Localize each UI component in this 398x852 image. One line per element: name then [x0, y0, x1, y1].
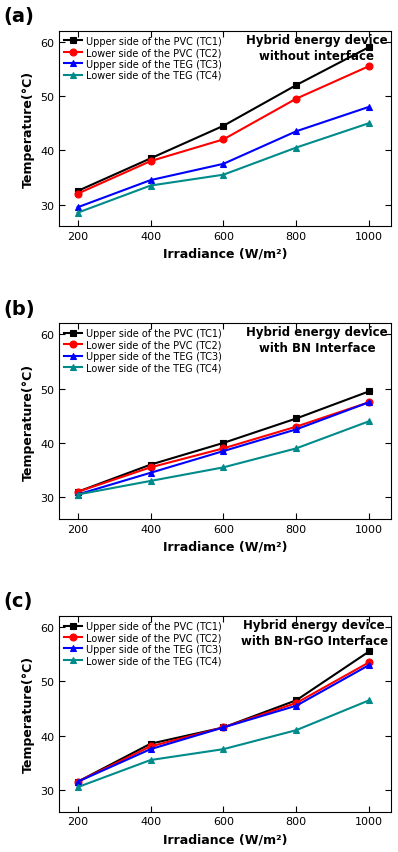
Upper side of the TEG (TC3): [221, 722, 226, 733]
Line: Lower side of the TEG (TC4): Lower side of the TEG (TC4): [74, 120, 373, 217]
X-axis label: Irradiance (W/m²): Irradiance (W/m²): [163, 832, 287, 845]
Upper side of the TEG (TC3): [367, 398, 372, 408]
Lower side of the PVC (TC2): [221, 722, 226, 733]
Lower side of the PVC (TC2): [75, 189, 80, 199]
Text: Hybrid energy device
with BN Interface: Hybrid energy device with BN Interface: [246, 326, 388, 355]
Upper side of the TEG (TC3): [294, 127, 298, 137]
Upper side of the TEG (TC3): [221, 159, 226, 170]
Legend: Upper side of the PVC (TC1), Lower side of the PVC (TC2), Upper side of the TEG : Upper side of the PVC (TC1), Lower side …: [62, 35, 223, 83]
Lower side of the PVC (TC2): [294, 95, 298, 105]
Upper side of the PVC (TC1): [148, 739, 153, 749]
Upper side of the TEG (TC3): [367, 660, 372, 671]
Text: Hybrid energy device
without interface: Hybrid energy device without interface: [246, 34, 388, 62]
Upper side of the TEG (TC3): [294, 424, 298, 435]
Y-axis label: Temperature(°C): Temperature(°C): [22, 655, 35, 773]
Legend: Upper side of the PVC (TC1), Lower side of the PVC (TC2), Upper side of the TEG : Upper side of the PVC (TC1), Lower side …: [62, 619, 223, 667]
Lower side of the TEG (TC4): [148, 181, 153, 192]
Text: Hybrid energy device
with BN-rGO Interface: Hybrid energy device with BN-rGO Interfa…: [241, 619, 388, 648]
Lower side of the PVC (TC2): [367, 398, 372, 408]
Lower side of the PVC (TC2): [75, 777, 80, 787]
Lower side of the PVC (TC2): [294, 422, 298, 432]
Lower side of the TEG (TC4): [294, 444, 298, 454]
Line: Lower side of the TEG (TC4): Lower side of the TEG (TC4): [74, 697, 373, 791]
Line: Upper side of the TEG (TC3): Upper side of the TEG (TC3): [74, 104, 373, 211]
Lower side of the TEG (TC4): [75, 782, 80, 792]
Upper side of the PVC (TC1): [221, 438, 226, 448]
Lower side of the TEG (TC4): [75, 490, 80, 500]
Line: Upper side of the TEG (TC3): Upper side of the TEG (TC3): [74, 662, 373, 786]
Lower side of the PVC (TC2): [148, 157, 153, 167]
Upper side of the PVC (TC1): [294, 414, 298, 424]
Upper side of the PVC (TC1): [367, 647, 372, 657]
Lower side of the PVC (TC2): [148, 741, 153, 751]
Lower side of the TEG (TC4): [148, 755, 153, 765]
Lower side of the TEG (TC4): [221, 170, 226, 181]
Upper side of the PVC (TC1): [75, 187, 80, 197]
Lower side of the TEG (TC4): [294, 143, 298, 153]
Upper side of the PVC (TC1): [221, 122, 226, 132]
Upper side of the PVC (TC1): [148, 154, 153, 164]
Lower side of the TEG (TC4): [75, 209, 80, 219]
Line: Lower side of the TEG (TC4): Lower side of the TEG (TC4): [74, 418, 373, 498]
Upper side of the TEG (TC3): [148, 176, 153, 186]
Upper side of the PVC (TC1): [75, 777, 80, 787]
Legend: Upper side of the PVC (TC1), Lower side of the PVC (TC2), Upper side of the TEG : Upper side of the PVC (TC1), Lower side …: [62, 327, 223, 375]
X-axis label: Irradiance (W/m²): Irradiance (W/m²): [163, 247, 287, 261]
Text: (c): (c): [3, 591, 32, 611]
Lower side of the TEG (TC4): [367, 695, 372, 705]
Upper side of the TEG (TC3): [148, 744, 153, 754]
Upper side of the TEG (TC3): [75, 203, 80, 213]
Lower side of the PVC (TC2): [294, 698, 298, 708]
X-axis label: Irradiance (W/m²): Irradiance (W/m²): [163, 540, 287, 553]
Line: Lower side of the PVC (TC2): Lower side of the PVC (TC2): [74, 64, 373, 198]
Lower side of the PVC (TC2): [75, 487, 80, 498]
Line: Upper side of the TEG (TC3): Upper side of the TEG (TC3): [74, 400, 373, 498]
Upper side of the PVC (TC1): [75, 487, 80, 498]
Lower side of the TEG (TC4): [148, 476, 153, 486]
Line: Lower side of the PVC (TC2): Lower side of the PVC (TC2): [74, 400, 373, 496]
Upper side of the PVC (TC1): [294, 81, 298, 91]
Lower side of the TEG (TC4): [221, 744, 226, 754]
Lower side of the TEG (TC4): [367, 417, 372, 427]
Upper side of the TEG (TC3): [294, 700, 298, 711]
Upper side of the PVC (TC1): [367, 387, 372, 397]
Lower side of the TEG (TC4): [294, 725, 298, 735]
Upper side of the PVC (TC1): [148, 460, 153, 470]
Lower side of the PVC (TC2): [367, 62, 372, 72]
Text: (b): (b): [3, 299, 35, 318]
Lower side of the TEG (TC4): [367, 118, 372, 129]
Line: Upper side of the PVC (TC1): Upper side of the PVC (TC1): [74, 648, 373, 786]
Lower side of the TEG (TC4): [221, 463, 226, 473]
Upper side of the TEG (TC3): [367, 102, 372, 112]
Text: (a): (a): [3, 7, 34, 26]
Upper side of the PVC (TC1): [221, 722, 226, 733]
Upper side of the TEG (TC3): [75, 490, 80, 500]
Lower side of the PVC (TC2): [221, 444, 226, 454]
Lower side of the PVC (TC2): [221, 135, 226, 146]
Line: Upper side of the PVC (TC1): Upper side of the PVC (TC1): [74, 44, 373, 195]
Upper side of the PVC (TC1): [367, 43, 372, 53]
Y-axis label: Temperature(°C): Temperature(°C): [22, 71, 35, 187]
Upper side of the TEG (TC3): [148, 468, 153, 478]
Line: Upper side of the PVC (TC1): Upper side of the PVC (TC1): [74, 389, 373, 496]
Upper side of the PVC (TC1): [294, 695, 298, 705]
Line: Lower side of the PVC (TC2): Lower side of the PVC (TC2): [74, 659, 373, 786]
Upper side of the TEG (TC3): [221, 446, 226, 457]
Upper side of the TEG (TC3): [75, 777, 80, 787]
Y-axis label: Temperature(°C): Temperature(°C): [22, 363, 35, 481]
Lower side of the PVC (TC2): [148, 463, 153, 473]
Lower side of the PVC (TC2): [367, 658, 372, 668]
